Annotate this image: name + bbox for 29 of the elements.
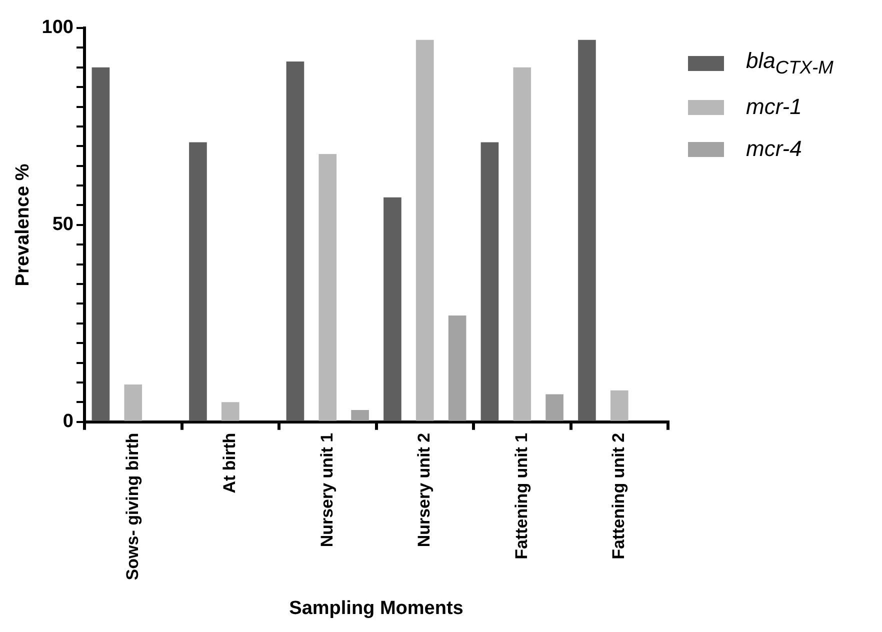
bar [318, 154, 337, 421]
y-tick-label: 0 [62, 411, 74, 432]
y-tick-label: 100 [42, 17, 74, 38]
bar [286, 61, 304, 421]
y-axis-title: Prevalence % [12, 164, 34, 286]
bar [578, 40, 596, 421]
x-tick-label: Nursery unit 2 [414, 432, 434, 548]
bar [384, 197, 402, 421]
bar [92, 67, 110, 421]
bar [351, 410, 369, 421]
x-tick-label: Fattening unit 2 [609, 432, 628, 560]
y-tick-label: 50 [52, 214, 74, 236]
bar [416, 40, 434, 421]
x-axis-title: Sampling Moments [289, 598, 464, 619]
legend-label: mcr-1 [746, 94, 802, 120]
bar [448, 316, 466, 421]
bar [513, 67, 532, 421]
bar [124, 384, 142, 421]
x-tick-label: Sows- giving birth [122, 432, 142, 580]
x-tick-label: At birth [220, 432, 240, 494]
bar [546, 394, 564, 421]
bar [221, 402, 240, 421]
bar [480, 142, 499, 421]
bar [610, 390, 628, 421]
legend-label: mcr-4 [746, 136, 802, 162]
bar [189, 142, 207, 421]
x-tick-label: Fattening unit 1 [512, 432, 531, 560]
x-tick-label: Nursery unit 1 [317, 432, 336, 548]
legend-label: bla$_{CTX-M}$ [746, 48, 834, 78]
